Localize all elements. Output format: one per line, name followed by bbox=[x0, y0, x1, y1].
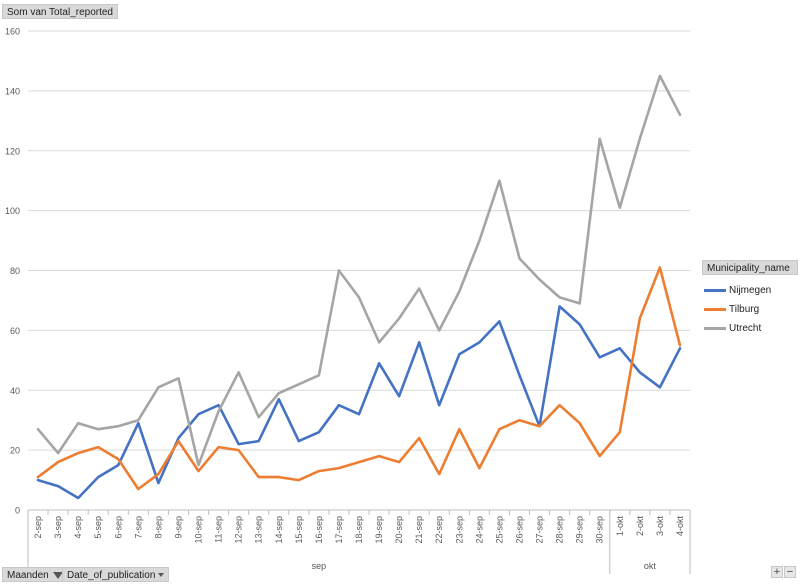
chevron-down-icon[interactable] bbox=[158, 573, 165, 578]
x-tick-label: 26-sep bbox=[514, 516, 524, 544]
x-tick-label: 4-sep bbox=[73, 516, 83, 539]
plus-icon: + bbox=[773, 566, 781, 578]
legend-label-tilburg: Tilburg bbox=[729, 304, 760, 315]
x-tick-label: 21-sep bbox=[414, 516, 424, 544]
series-line-tilburg bbox=[36, 266, 682, 491]
x-tick-label: 8-sep bbox=[153, 516, 163, 539]
y-tick-label: 100 bbox=[5, 206, 20, 216]
x-tick-label: 30-sep bbox=[595, 516, 605, 544]
x-group-label: okt bbox=[644, 561, 657, 571]
y-axis-tick-labels: 0 20 40 60 80 100 120 140 160 bbox=[5, 27, 20, 516]
x-group-label: sep bbox=[312, 561, 327, 571]
x-tick-label: 3-okt bbox=[655, 516, 665, 537]
series-line-nijmegen bbox=[36, 305, 682, 500]
x-tick-label: 14-sep bbox=[274, 516, 284, 544]
legend-item-utrecht: Utrecht bbox=[704, 319, 798, 338]
axis-field-button-maanden[interactable]: Maanden bbox=[2, 567, 68, 582]
axis-field-label-maanden: Maanden bbox=[7, 570, 49, 581]
legend-label-nijmegen: Nijmegen bbox=[729, 285, 772, 296]
x-tick-label: 11-sep bbox=[214, 516, 224, 543]
x-tick-label: 20-sep bbox=[394, 516, 404, 544]
x-tick-label: 28-sep bbox=[555, 516, 565, 544]
y-tick-label: 80 bbox=[10, 266, 20, 276]
x-tick-label: 3-sep bbox=[53, 516, 63, 539]
y-tick-label: 120 bbox=[5, 146, 20, 156]
y-tick-label: 40 bbox=[10, 386, 20, 396]
minus-icon: − bbox=[786, 566, 794, 578]
x-tick-label: 4-okt bbox=[675, 516, 685, 537]
x-tick-label: 18-sep bbox=[354, 516, 364, 544]
value-field-label: Som van Total_reported bbox=[7, 7, 113, 18]
collapse-button[interactable]: − bbox=[784, 566, 796, 578]
x-tick-label: 29-sep bbox=[575, 516, 585, 544]
x-tick-label: 10-sep bbox=[194, 516, 204, 544]
x-tick-label: 22-sep bbox=[434, 516, 444, 544]
legend-swatch-nijmegen bbox=[704, 289, 726, 292]
legend-swatch-utrecht bbox=[704, 327, 726, 330]
x-tick-label: 12-sep bbox=[234, 516, 244, 544]
x-tick-label: 24-sep bbox=[474, 516, 484, 544]
legend-item-nijmegen: Nijmegen bbox=[704, 281, 798, 300]
legend-filter-button[interactable]: Municipality_name bbox=[702, 260, 798, 275]
filter-icon[interactable] bbox=[52, 571, 63, 579]
x-tick-label: 7-sep bbox=[133, 516, 143, 539]
expand-button[interactable]: + bbox=[771, 566, 783, 578]
axis-field-label-date: Date_of_publication bbox=[67, 570, 156, 581]
y-tick-label: 160 bbox=[5, 27, 20, 37]
series-line-utrecht bbox=[36, 74, 682, 467]
legend-label-utrecht: Utrecht bbox=[729, 323, 762, 334]
y-tick-label: 60 bbox=[10, 326, 20, 336]
x-tick-label: 16-sep bbox=[314, 516, 324, 544]
legend: Municipality_name Nijmegen Tilburg Utrec… bbox=[702, 260, 798, 338]
y-tick-label: 20 bbox=[10, 446, 20, 456]
x-tick-label: 1-okt bbox=[615, 516, 625, 537]
x-tick-label: 15-sep bbox=[294, 516, 304, 544]
value-field-button[interactable]: Som van Total_reported bbox=[2, 4, 118, 19]
x-tick-label: 27-sep bbox=[535, 516, 545, 544]
x-tick-label: 17-sep bbox=[334, 516, 344, 544]
axis-field-button-date[interactable]: Date_of_publication bbox=[62, 567, 170, 582]
legend-title: Municipality_name bbox=[707, 263, 790, 274]
x-tick-label: 5-sep bbox=[93, 516, 103, 539]
series-lines bbox=[36, 74, 682, 500]
x-tick-label: 6-sep bbox=[113, 516, 123, 539]
x-tick-label: 2-sep bbox=[33, 516, 43, 539]
legend-swatch-tilburg bbox=[704, 308, 726, 311]
y-tick-label: 140 bbox=[5, 86, 20, 96]
x-tick-label: 19-sep bbox=[374, 516, 384, 544]
x-tick-label: 25-sep bbox=[494, 516, 504, 544]
legend-item-tilburg: Tilburg bbox=[704, 300, 798, 319]
x-tick-label: 13-sep bbox=[254, 516, 264, 544]
y-tick-label: 0 bbox=[15, 506, 20, 516]
gridlines bbox=[28, 30, 690, 511]
x-tick-label: 23-sep bbox=[454, 516, 464, 544]
x-tick-label: 2-okt bbox=[635, 516, 645, 537]
x-axis: 2-sep 3-sep 4-sep 5-sep 6-sep 7-sep 8-sep 9-sep… bbox=[27, 510, 691, 574]
x-tick-label: 9-sep bbox=[173, 516, 183, 539]
